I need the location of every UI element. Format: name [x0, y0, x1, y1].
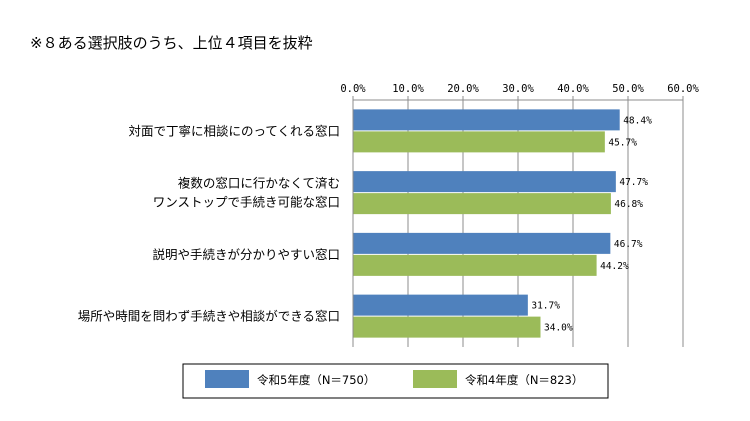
x-tick-label: 40.0%: [557, 83, 589, 95]
x-tick-label: 30.0%: [502, 83, 534, 95]
category-label: 対面で丁寧に相談にのってくれる窓口: [128, 123, 340, 138]
category-label: 場所や時間を問わず手続きや相談ができる窓口: [78, 309, 340, 324]
bar: [353, 109, 620, 131]
data-label: 44.2%: [600, 261, 629, 272]
category-label: ワンストップで手続き可能な窓口: [153, 195, 340, 210]
legend-box: [182, 363, 609, 399]
data-label: 47.7%: [619, 177, 648, 188]
bar: [353, 232, 611, 254]
data-label: 34.0%: [544, 323, 573, 334]
data-label: 31.7%: [531, 301, 560, 312]
legend-label: 令和5年度（N＝750）: [257, 373, 375, 387]
legend-label: 令和4年度（N＝823）: [465, 373, 583, 387]
category-label: 複数の窓口に行かなくて済む: [178, 176, 340, 191]
x-tick-label: 10.0%: [392, 83, 424, 95]
data-label: 46.7%: [614, 239, 643, 250]
bar: [353, 193, 611, 215]
category-label: 説明や手続きが分かりやすい窓口: [152, 247, 340, 262]
x-tick-labels: 0.0% 10.0% 20.0% 30.0% 40.0% 50.0% 60.0%: [340, 83, 699, 95]
bar: [353, 294, 528, 316]
data-labels: 48.4% 45.7% 47.7% 46.8% 46.7% 44.2% 31.7% 34.0%: [531, 115, 652, 333]
bar: [353, 171, 616, 193]
legend-swatch: [413, 370, 457, 388]
x-tick-label: 50.0%: [612, 83, 644, 95]
data-label: 45.7%: [608, 137, 637, 148]
x-tick-label: 20.0%: [447, 83, 479, 95]
legend: 令和5年度（N＝750） 令和4年度（N＝823）: [182, 363, 609, 399]
legend-swatch: [205, 370, 249, 388]
bar: [353, 254, 597, 276]
category-labels: 対面で丁寧に相談にのってくれる窓口複数の窓口に行かなくて済むワンストップで手続き…: [78, 123, 340, 323]
data-label: 46.8%: [614, 199, 643, 210]
x-tick-label: 60.0%: [667, 83, 699, 95]
data-label: 48.4%: [623, 115, 652, 126]
x-tick-label: 0.0%: [340, 83, 366, 95]
bar: [353, 131, 605, 153]
bars: [353, 109, 620, 338]
chart-title: ※８ある選択肢のうち、上位４項目を抜粋: [30, 34, 313, 52]
bar: [353, 316, 541, 338]
